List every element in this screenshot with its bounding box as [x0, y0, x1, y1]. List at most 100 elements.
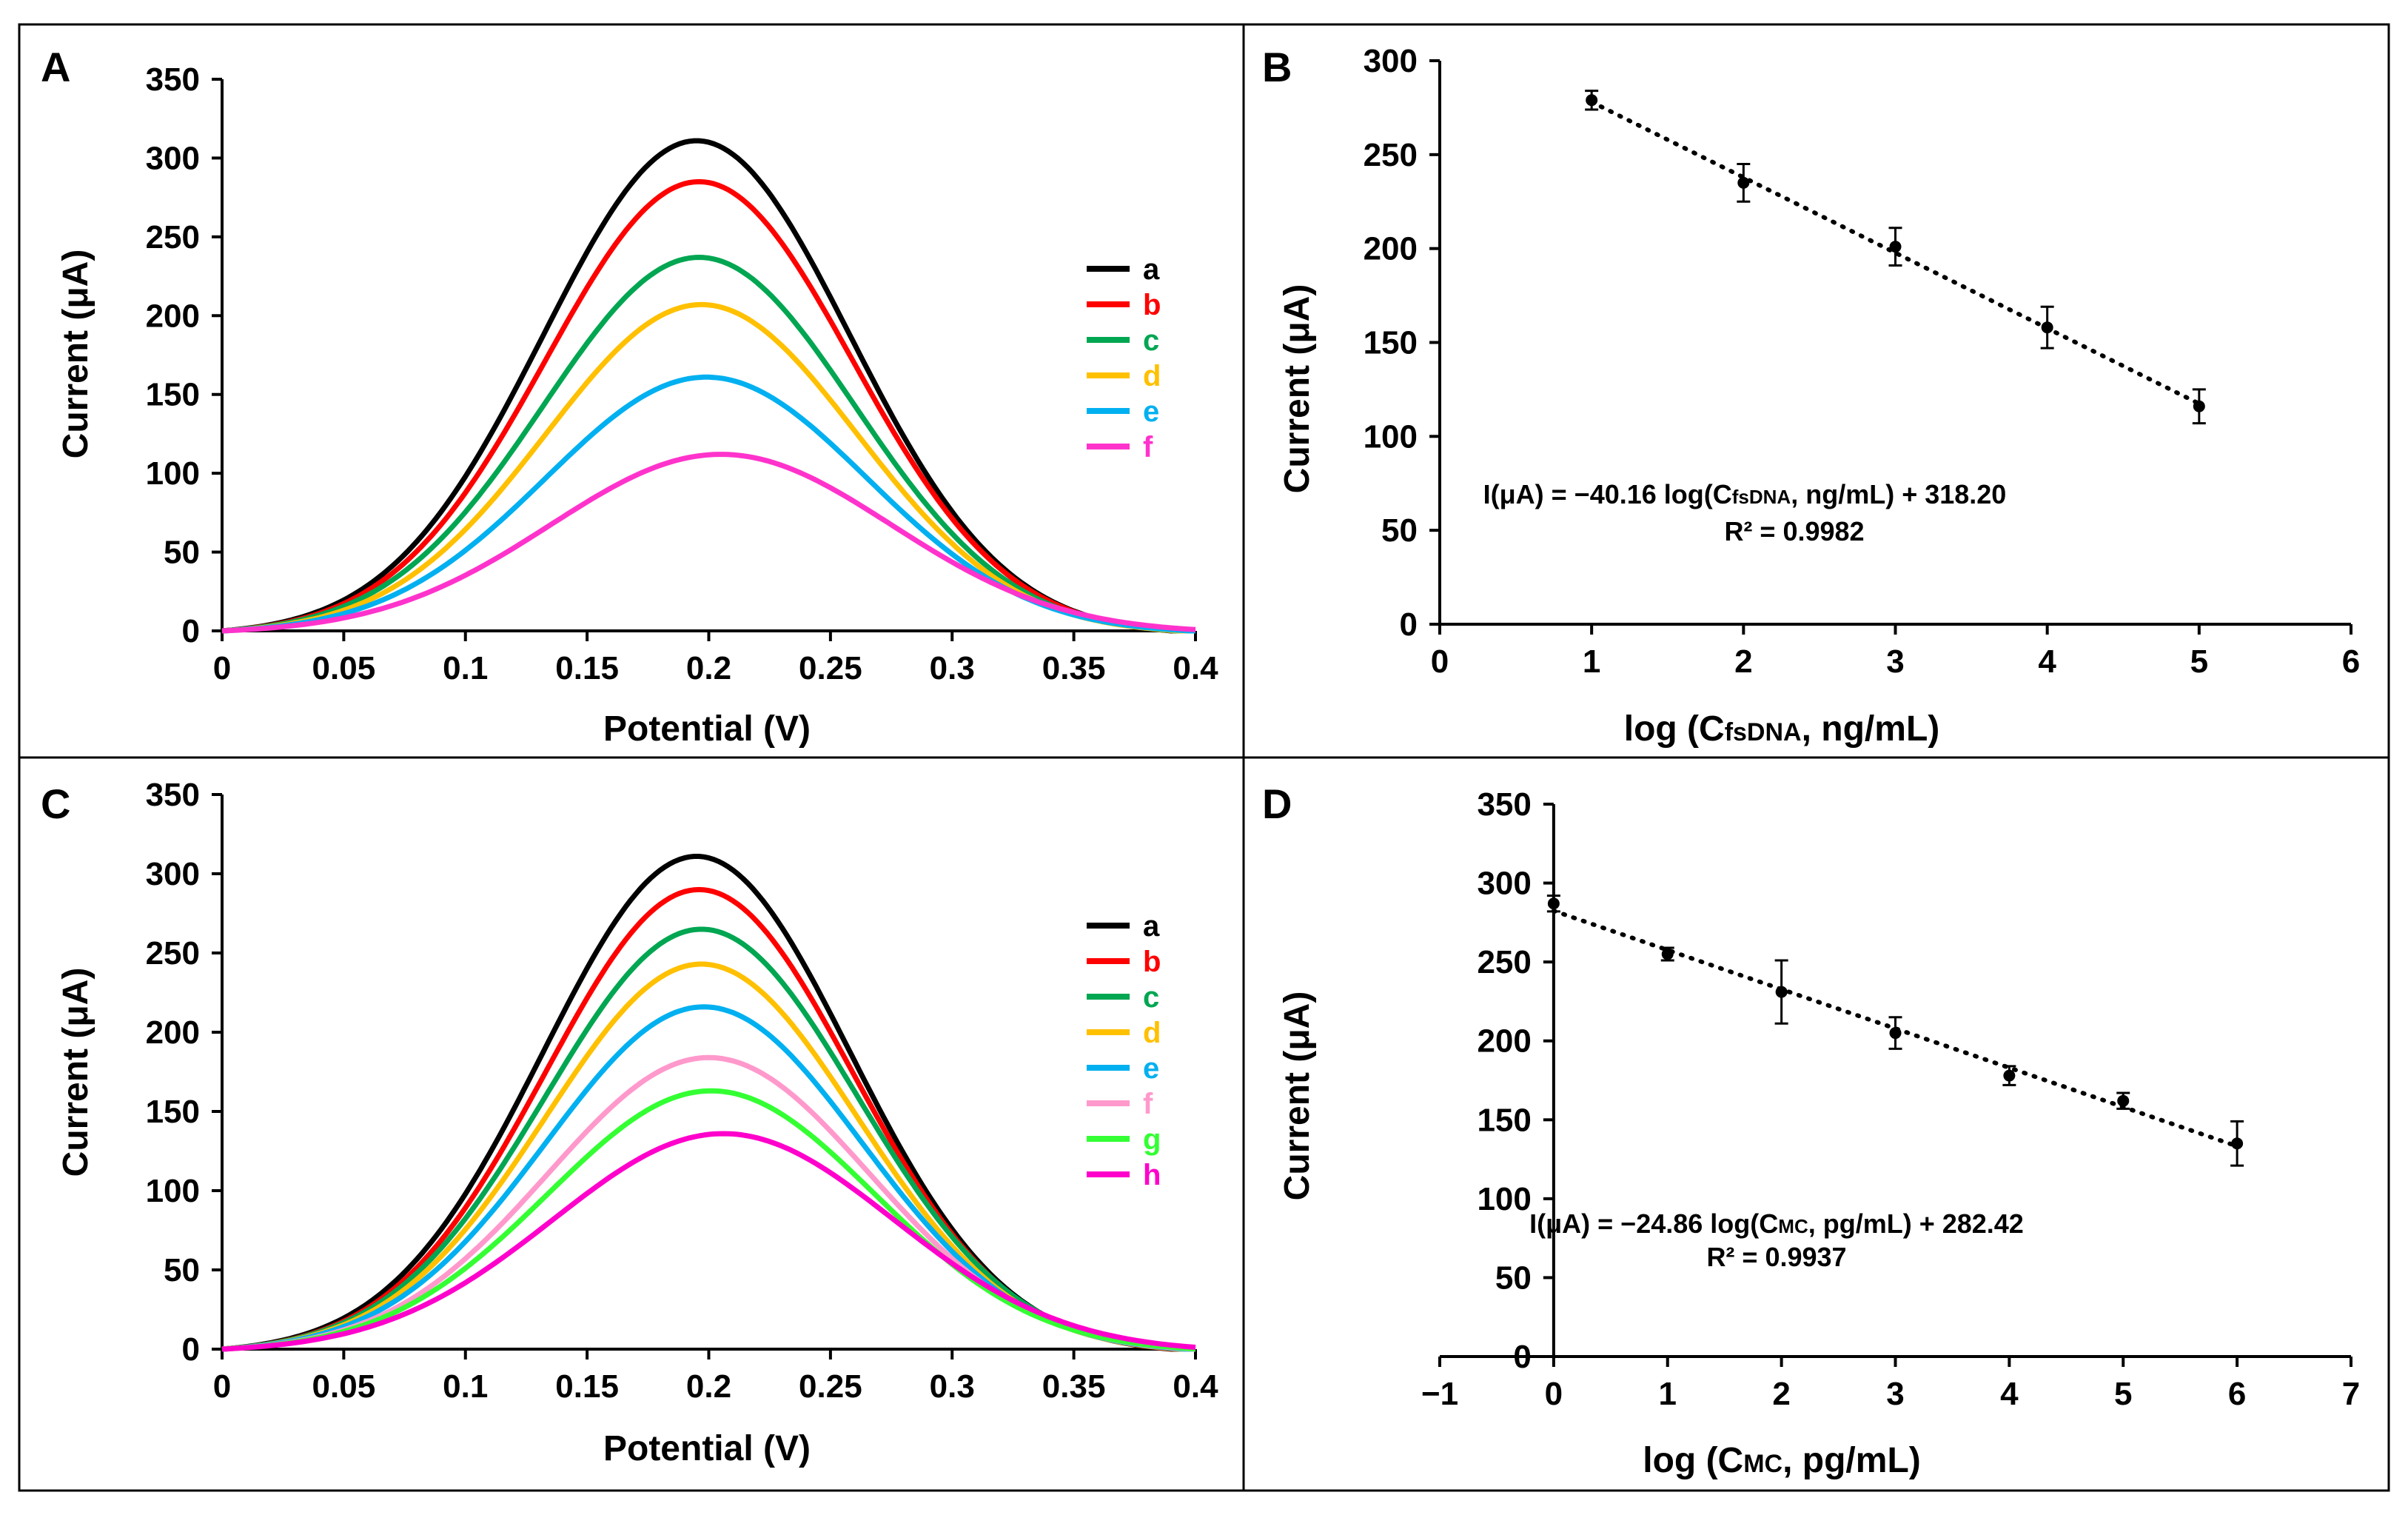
data-point-d — [1889, 1027, 1902, 1040]
y-tick-label-d: 150 — [1477, 1102, 1531, 1138]
x-tick-label-d: 3 — [1886, 1376, 1904, 1412]
x-tick-label-b: 5 — [2190, 643, 2208, 680]
x-axis-label-d: log (CMC, pg/mL) — [1643, 1441, 1921, 1480]
x-tick-label-d: 2 — [1772, 1376, 1790, 1412]
y-axis-label-b: Current (μA) — [1278, 284, 1317, 494]
y-tick-label-b: 300 — [1364, 43, 1418, 79]
curve-a-b — [221, 178, 1195, 634]
legend-label-c-f: f — [1143, 1088, 1153, 1120]
y-tick-label-a: 100 — [146, 455, 200, 492]
y-tick-label-a: 350 — [146, 61, 200, 98]
x-tick-label-c: 0.25 — [799, 1368, 862, 1405]
legend-label-a-f: f — [1143, 431, 1153, 464]
x-tick-label-b: 2 — [1734, 643, 1752, 680]
data-point-d — [1661, 948, 1674, 960]
y-tick-label-d: 100 — [1477, 1181, 1531, 1217]
x-tick-label-a: 0.2 — [686, 650, 731, 686]
r2-b: R² = 0.9982 — [1724, 516, 1864, 546]
y-tick-label-c: 50 — [164, 1252, 200, 1288]
curve-c-d — [221, 961, 1195, 1352]
x-tick-label-a: 0.25 — [799, 650, 862, 686]
x-tick-label-d: 5 — [2114, 1376, 2132, 1412]
x-axis-label-d-pre: log (C — [1643, 1441, 1743, 1480]
panel-letter-c: C — [41, 780, 70, 827]
y-tick-label-d: 250 — [1477, 944, 1531, 980]
data-point-b — [1737, 176, 1750, 189]
y-tick-label-c: 150 — [146, 1094, 200, 1130]
panel-letter-a: A — [41, 44, 70, 90]
x-tick-label-c: 0 — [213, 1368, 231, 1405]
equation-d: I(μA) = −24.86 log(CMC, pg/mL) + 282.42 — [1529, 1208, 2024, 1239]
legend-label-a-e: e — [1143, 395, 1159, 428]
data-point-d — [2231, 1137, 2244, 1150]
x-tick-label-c: 0.05 — [312, 1368, 376, 1405]
legend-label-c-g: g — [1143, 1123, 1161, 1156]
x-tick-label-c: 0.2 — [686, 1368, 731, 1405]
legend-label-a-a: a — [1143, 253, 1160, 286]
y-tick-label-c: 250 — [146, 935, 200, 971]
x-tick-label-b: 0 — [1431, 643, 1449, 680]
x-tick-label-c: 0.3 — [930, 1368, 975, 1405]
curve-a-c — [221, 255, 1195, 634]
equation-d-pre: I(μA) = −24.86 log(C — [1529, 1208, 1778, 1239]
x-tick-label-a: 0 — [213, 650, 231, 686]
x-tick-label-d: −1 — [1421, 1376, 1458, 1412]
x-tick-label-a: 0.4 — [1173, 650, 1218, 686]
y-tick-label-b: 0 — [1400, 606, 1418, 643]
equation-b-pre: I(μA) = −40.16 log(C — [1483, 479, 1732, 509]
r2-d: R² = 0.9937 — [1706, 1242, 1846, 1272]
x-tick-label-c: 0.4 — [1173, 1368, 1218, 1405]
x-tick-label-c: 0.15 — [555, 1368, 619, 1405]
x-axis-label-b: log (CfsDNA, ng/mL) — [1624, 709, 1940, 749]
x-tick-label-d: 0 — [1545, 1376, 1563, 1412]
y-tick-label-b: 200 — [1364, 231, 1418, 267]
panel-c: C 0 50 100 150 200 250 300 350 0 0.05 0.1 0.15 0.2 0.… — [41, 777, 1218, 1468]
y-tick-label-b: 100 — [1364, 418, 1418, 455]
plot-area-a: 0 50 100 150 200 250 300 350 0 0.05 0.1 0.15 0.2 0.25… — [146, 61, 1219, 686]
plot-area-d: 0 50 100 150 200 250 300 350 −1 0 1 2 3 4 5 6 7 — [1421, 786, 2360, 1412]
plot-area-b: 0 50 100 150 200 250 300 0 1 2 3 4 5 6 — [1364, 43, 2361, 680]
y-tick-label-b: 250 — [1364, 137, 1418, 173]
y-tick-label-a: 250 — [146, 219, 200, 255]
curve-c-g — [221, 1088, 1196, 1352]
x-tick-label-c: 0.35 — [1042, 1368, 1106, 1405]
x-tick-label-a: 0.15 — [555, 650, 619, 686]
x-tick-label-b: 3 — [1886, 643, 1904, 680]
equation-d-post: , pg/mL) + 282.42 — [1808, 1208, 2024, 1239]
panel-b: B 0 50 100 150 200 250 300 0 1 2 3 4 5 6 Current (μA)… — [1262, 43, 2360, 749]
y-tick-label-a: 300 — [146, 140, 200, 176]
y-tick-label-a: 200 — [146, 298, 200, 334]
y-tick-label-d: 0 — [1513, 1339, 1531, 1375]
legend-label-a-c: c — [1143, 324, 1159, 357]
y-tick-label-a: 0 — [182, 613, 200, 649]
y-axis-label-c: Current (μA) — [56, 968, 95, 1177]
legend-label-c-c: c — [1143, 981, 1159, 1014]
x-axis-label-d-sub: MC — [1743, 1450, 1782, 1478]
x-axis-label-c: Potential (V) — [603, 1429, 811, 1468]
y-tick-label-c: 200 — [146, 1014, 200, 1051]
legend-label-c-d: d — [1143, 1017, 1161, 1049]
equation-b-post: , ng/mL) + 318.20 — [1791, 479, 2006, 509]
plot-area-c: 0 50 100 150 200 250 300 350 0 0.05 0.1 0.15 0.2 0.25… — [146, 777, 1219, 1405]
y-tick-label-c: 350 — [146, 777, 200, 813]
legend-label-c-a: a — [1143, 910, 1160, 943]
y-tick-label-a: 150 — [146, 377, 200, 413]
x-tick-label-a: 0.35 — [1042, 650, 1106, 686]
x-axis-label-b-pre: log (C — [1624, 709, 1725, 749]
y-tick-label-b: 50 — [1381, 512, 1418, 549]
x-tick-label-b: 4 — [2038, 643, 2056, 680]
x-tick-label-b: 6 — [2342, 643, 2360, 680]
x-axis-label-d-post: , pg/mL) — [1782, 1441, 1921, 1480]
x-tick-label-a: 0.05 — [312, 650, 376, 686]
legend-label-c-h: h — [1143, 1159, 1161, 1191]
x-axis-label-b-post: , ng/mL) — [1802, 709, 1940, 749]
y-tick-label-d: 50 — [1495, 1260, 1532, 1296]
curve-c-c — [221, 926, 1195, 1352]
equation-b-sub: fsDNA — [1732, 486, 1791, 508]
legend-label-c-b: b — [1143, 946, 1161, 978]
data-point-d — [1547, 897, 1560, 910]
x-tick-label-a: 0.1 — [443, 650, 488, 686]
x-axis-label-a: Potential (V) — [603, 709, 811, 749]
y-tick-label-c: 100 — [146, 1173, 200, 1209]
x-tick-label-a: 0.3 — [930, 650, 975, 686]
